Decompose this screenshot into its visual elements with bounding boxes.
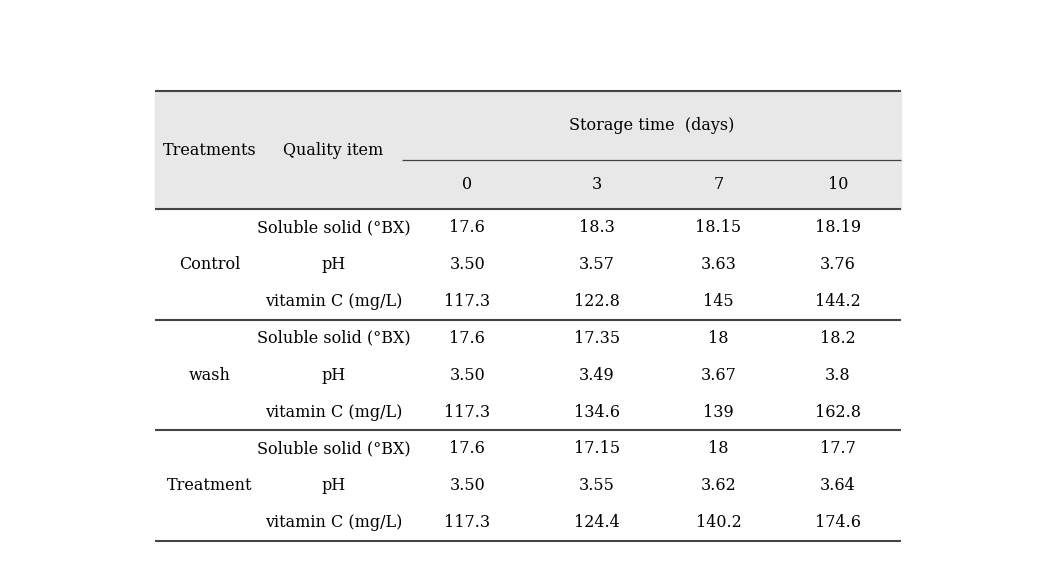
Text: vitamin C (mg/L): vitamin C (mg/L) [265,293,402,310]
Text: pH: pH [321,366,345,384]
Text: 3.63: 3.63 [701,256,736,273]
Text: 134.6: 134.6 [574,403,620,421]
Text: 17.15: 17.15 [574,440,620,458]
Text: Treatment: Treatment [167,477,252,494]
Text: Soluble solid (°BX): Soluble solid (°BX) [256,219,410,236]
Text: 117.3: 117.3 [445,293,491,310]
Text: 3.49: 3.49 [579,366,615,384]
Text: 3.64: 3.64 [820,477,856,494]
Text: 18.3: 18.3 [578,219,615,236]
Text: 162.8: 162.8 [815,403,861,421]
Text: 3.57: 3.57 [578,256,615,273]
Text: 3.55: 3.55 [578,477,615,494]
Text: 3.50: 3.50 [450,366,485,384]
Text: 144.2: 144.2 [815,293,861,310]
Text: 117.3: 117.3 [445,514,491,531]
Text: 139: 139 [703,403,734,421]
Text: Storage time  (days): Storage time (days) [569,117,734,134]
Text: vitamin C (mg/L): vitamin C (mg/L) [265,403,402,421]
Text: 145: 145 [703,293,734,310]
Text: 3.50: 3.50 [450,477,485,494]
Text: wash: wash [189,366,231,384]
Text: 17.6: 17.6 [449,440,485,458]
Text: Soluble solid (°BX): Soluble solid (°BX) [256,330,410,347]
Text: 3: 3 [592,176,602,193]
Text: 18: 18 [708,330,729,347]
Text: 17.6: 17.6 [449,330,485,347]
Text: 3.76: 3.76 [820,256,856,273]
Text: Control: Control [179,256,241,273]
Text: 3.8: 3.8 [825,366,850,384]
Text: pH: pH [321,256,345,273]
Text: 140.2: 140.2 [696,514,742,531]
Text: 3.50: 3.50 [450,256,485,273]
Text: 18.15: 18.15 [696,219,742,236]
Text: pH: pH [321,477,345,494]
Text: 122.8: 122.8 [574,293,620,310]
Text: Quality item: Quality item [283,142,384,159]
Text: Treatments: Treatments [163,142,256,159]
Text: 7: 7 [713,176,724,193]
Text: Soluble solid (°BX): Soluble solid (°BX) [256,440,410,458]
Text: vitamin C (mg/L): vitamin C (mg/L) [265,514,402,531]
Text: 18: 18 [708,440,729,458]
Text: 117.3: 117.3 [445,403,491,421]
Text: 0: 0 [462,176,472,193]
Text: 174.6: 174.6 [815,514,861,531]
Text: 17.7: 17.7 [820,440,856,458]
Text: 3.62: 3.62 [701,477,736,494]
Text: 3.67: 3.67 [701,366,736,384]
Text: 17.35: 17.35 [574,330,620,347]
Text: 17.6: 17.6 [449,219,485,236]
Text: 18.19: 18.19 [815,219,861,236]
Text: 124.4: 124.4 [574,514,619,531]
Text: 10: 10 [827,176,848,193]
Text: 18.2: 18.2 [820,330,856,347]
